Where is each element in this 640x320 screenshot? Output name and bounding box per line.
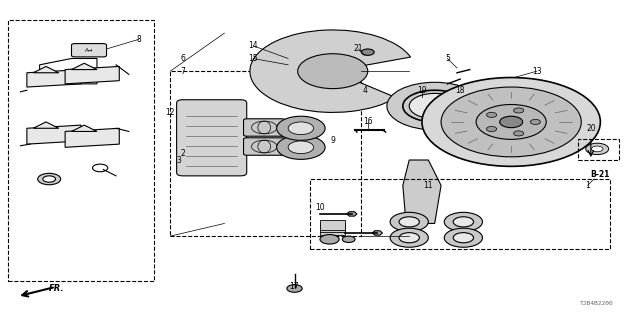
Polygon shape bbox=[347, 212, 357, 216]
Circle shape bbox=[500, 116, 523, 128]
Circle shape bbox=[298, 54, 368, 89]
Text: FR.: FR. bbox=[49, 284, 65, 293]
FancyBboxPatch shape bbox=[177, 100, 246, 176]
Text: 4: 4 bbox=[362, 86, 367, 95]
Polygon shape bbox=[65, 128, 119, 147]
Text: 10: 10 bbox=[315, 203, 325, 212]
Circle shape bbox=[399, 233, 419, 243]
Text: 21: 21 bbox=[353, 44, 363, 53]
Text: TJB4B2200: TJB4B2200 bbox=[579, 301, 613, 306]
FancyBboxPatch shape bbox=[244, 138, 285, 155]
Text: A→: A→ bbox=[84, 48, 93, 53]
Circle shape bbox=[422, 77, 600, 166]
Text: 3: 3 bbox=[176, 156, 181, 164]
Text: 14: 14 bbox=[248, 41, 258, 50]
Circle shape bbox=[513, 108, 524, 113]
Text: 5: 5 bbox=[445, 54, 450, 63]
Text: 12: 12 bbox=[166, 108, 175, 117]
Circle shape bbox=[444, 212, 483, 231]
Circle shape bbox=[591, 146, 603, 152]
Polygon shape bbox=[320, 220, 346, 230]
Circle shape bbox=[486, 126, 497, 132]
Circle shape bbox=[276, 135, 325, 159]
Text: 18: 18 bbox=[456, 86, 465, 95]
Circle shape bbox=[390, 228, 428, 247]
Circle shape bbox=[342, 236, 355, 243]
Text: 2: 2 bbox=[180, 149, 186, 158]
Circle shape bbox=[486, 112, 497, 117]
Text: B-21: B-21 bbox=[591, 170, 610, 179]
Circle shape bbox=[399, 217, 419, 227]
Circle shape bbox=[320, 235, 339, 244]
Circle shape bbox=[387, 82, 483, 130]
Text: 20: 20 bbox=[586, 124, 596, 133]
Circle shape bbox=[43, 176, 56, 182]
Text: 8: 8 bbox=[136, 35, 141, 44]
Polygon shape bbox=[372, 231, 383, 235]
Text: 9: 9 bbox=[330, 136, 335, 146]
Circle shape bbox=[476, 105, 546, 140]
Text: 17: 17 bbox=[290, 282, 300, 292]
Circle shape bbox=[453, 233, 474, 243]
Text: 6: 6 bbox=[180, 54, 186, 63]
Text: 13: 13 bbox=[532, 67, 541, 76]
Polygon shape bbox=[72, 125, 97, 132]
Text: 11: 11 bbox=[424, 181, 433, 190]
Polygon shape bbox=[65, 67, 119, 84]
Circle shape bbox=[513, 131, 524, 136]
FancyBboxPatch shape bbox=[244, 119, 285, 136]
Circle shape bbox=[453, 217, 474, 227]
Circle shape bbox=[288, 122, 314, 135]
FancyBboxPatch shape bbox=[72, 44, 106, 57]
Circle shape bbox=[390, 212, 428, 231]
Wedge shape bbox=[250, 30, 411, 112]
Text: 16: 16 bbox=[363, 117, 372, 126]
Circle shape bbox=[288, 141, 314, 154]
Circle shape bbox=[287, 285, 302, 292]
Text: 15: 15 bbox=[248, 54, 258, 63]
Circle shape bbox=[531, 119, 540, 124]
Polygon shape bbox=[27, 125, 81, 144]
Polygon shape bbox=[72, 63, 97, 69]
Circle shape bbox=[409, 93, 460, 119]
Polygon shape bbox=[403, 160, 441, 223]
Circle shape bbox=[38, 173, 61, 185]
Circle shape bbox=[444, 228, 483, 247]
Polygon shape bbox=[33, 122, 59, 128]
Circle shape bbox=[276, 116, 325, 140]
Polygon shape bbox=[320, 223, 346, 232]
Circle shape bbox=[441, 87, 581, 157]
Circle shape bbox=[586, 143, 609, 155]
Circle shape bbox=[362, 49, 374, 55]
Polygon shape bbox=[320, 225, 346, 235]
Text: 19: 19 bbox=[417, 86, 427, 95]
Text: 7: 7 bbox=[180, 67, 186, 76]
Text: 1: 1 bbox=[585, 181, 590, 190]
Polygon shape bbox=[33, 67, 59, 73]
Polygon shape bbox=[27, 69, 81, 87]
